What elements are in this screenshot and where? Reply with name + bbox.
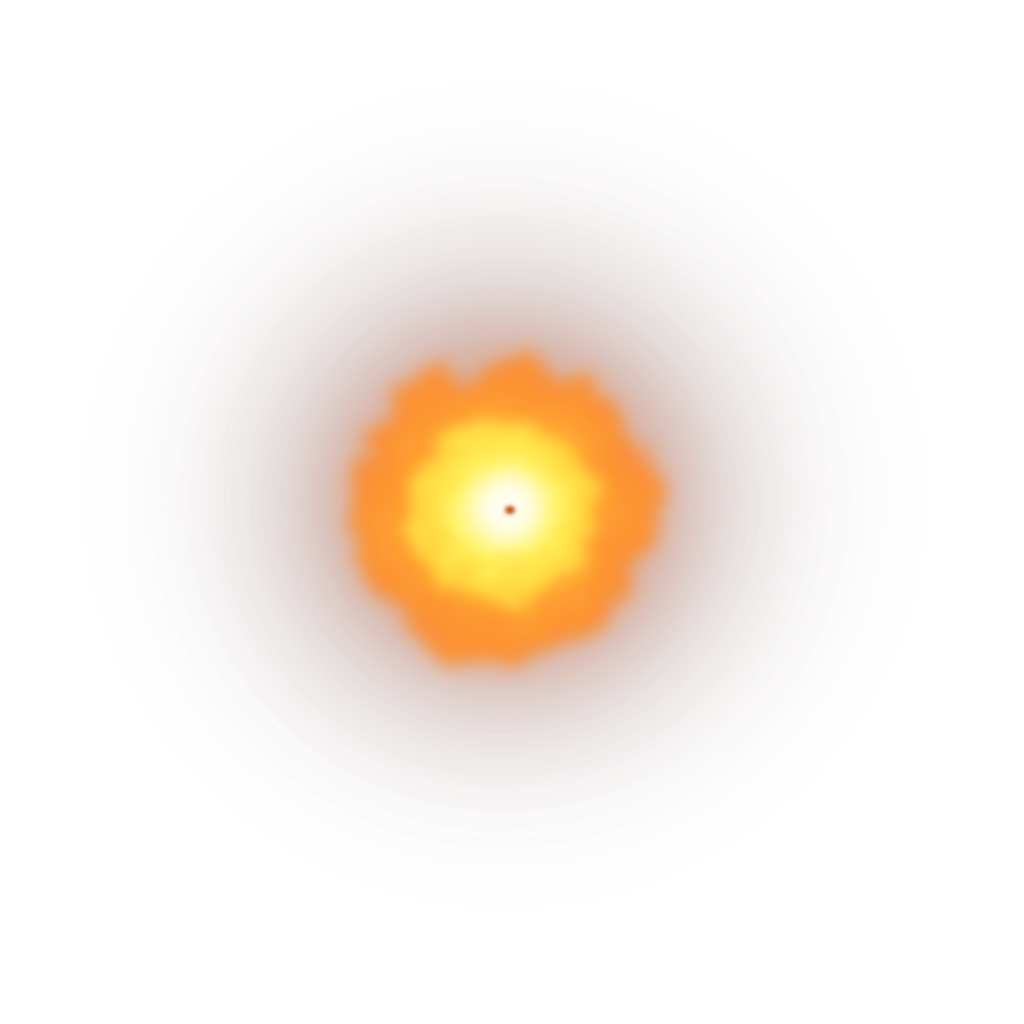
center-ember	[505, 506, 515, 514]
